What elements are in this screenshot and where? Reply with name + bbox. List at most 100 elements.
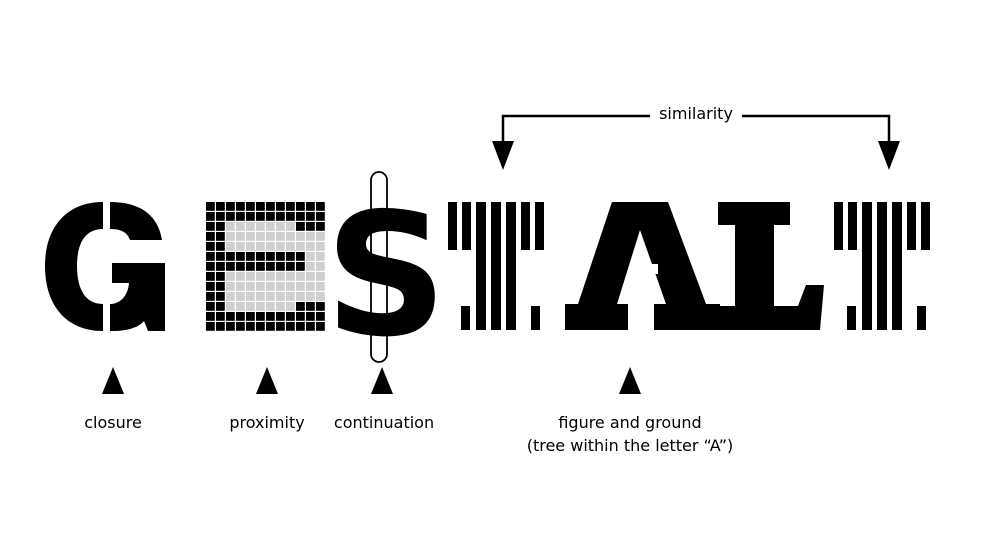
grid-cell bbox=[306, 252, 315, 261]
grid-cell bbox=[256, 212, 265, 221]
grid-cell bbox=[206, 282, 215, 291]
grid-cell bbox=[316, 232, 325, 241]
grid-cell bbox=[296, 212, 305, 221]
grid-cell bbox=[226, 202, 235, 211]
letter-t-left-similarity bbox=[448, 202, 544, 330]
grid-cell bbox=[316, 212, 325, 221]
grid-cell bbox=[286, 242, 295, 251]
letter-a-figure-ground bbox=[565, 202, 720, 330]
grid-cell bbox=[246, 252, 255, 261]
grid-cell bbox=[216, 272, 225, 281]
grid-cell bbox=[266, 252, 275, 261]
grid-cell bbox=[246, 232, 255, 241]
grid-cell bbox=[216, 202, 225, 211]
grid-cell bbox=[236, 262, 245, 271]
grid-cell bbox=[276, 282, 285, 291]
closure-pointer-icon bbox=[102, 367, 124, 394]
similarity-arrow-left-icon bbox=[492, 141, 514, 170]
grid-cell bbox=[286, 292, 295, 301]
grid-cell bbox=[276, 212, 285, 221]
grid-cell bbox=[206, 242, 215, 251]
grid-cell bbox=[316, 312, 325, 321]
grid-cell bbox=[206, 292, 215, 301]
letter-s-continuation: S bbox=[325, 171, 447, 375]
continuation-label: continuation bbox=[333, 413, 435, 432]
grid-cell bbox=[306, 312, 315, 321]
grid-cell bbox=[256, 222, 265, 231]
grid-cell bbox=[246, 212, 255, 221]
grid-cell bbox=[276, 252, 285, 261]
grid-cell bbox=[276, 312, 285, 321]
grid-cell bbox=[276, 222, 285, 231]
grid-cell bbox=[256, 282, 265, 291]
grid-cell bbox=[256, 322, 265, 331]
grid-cell bbox=[286, 302, 295, 311]
grid-cell bbox=[216, 312, 225, 321]
grid-cell bbox=[296, 252, 305, 261]
grid-cell bbox=[306, 212, 315, 221]
grid-cell bbox=[296, 202, 305, 211]
grid-cell bbox=[256, 252, 265, 261]
grid-cell bbox=[266, 202, 275, 211]
grid-cell bbox=[236, 322, 245, 331]
grid-cell bbox=[226, 322, 235, 331]
grid-cell bbox=[246, 222, 255, 231]
grid-cell bbox=[216, 252, 225, 261]
grid-cell bbox=[206, 252, 215, 261]
grid-cell bbox=[296, 222, 305, 231]
grid-cell bbox=[306, 232, 315, 241]
grid-cell bbox=[206, 222, 215, 231]
grid-cell bbox=[276, 202, 285, 211]
grid-cell bbox=[286, 232, 295, 241]
similarity-arrow-right-icon bbox=[878, 141, 900, 170]
grid-cell bbox=[216, 282, 225, 291]
grid-cell bbox=[226, 222, 235, 231]
grid-cell bbox=[286, 262, 295, 271]
grid-cell bbox=[286, 222, 295, 231]
grid-cell bbox=[296, 242, 305, 251]
grid-cell bbox=[216, 302, 225, 311]
grid-cell bbox=[306, 202, 315, 211]
grid-cell bbox=[316, 282, 325, 291]
grid-cell bbox=[316, 292, 325, 301]
grid-cell bbox=[316, 262, 325, 271]
grid-cell bbox=[236, 292, 245, 301]
grid-cell bbox=[276, 272, 285, 281]
grid-cell bbox=[246, 242, 255, 251]
grid-cell bbox=[306, 292, 315, 301]
grid-cell bbox=[306, 222, 315, 231]
grid-cell bbox=[216, 322, 225, 331]
grid-cell bbox=[306, 262, 315, 271]
grid-cell bbox=[316, 202, 325, 211]
similarity-bracket-left bbox=[501, 114, 650, 142]
grid-cell bbox=[296, 312, 305, 321]
grid-cell bbox=[316, 302, 325, 311]
grid-cell bbox=[206, 262, 215, 271]
proximity-pointer-icon bbox=[256, 367, 278, 394]
grid-cell bbox=[226, 252, 235, 261]
closure-label: closure bbox=[84, 413, 142, 432]
proximity-label: proximity bbox=[229, 413, 305, 432]
grid-cell bbox=[286, 282, 295, 291]
grid-cell bbox=[316, 252, 325, 261]
continuation-capsule bbox=[370, 171, 388, 363]
grid-cell bbox=[286, 312, 295, 321]
grid-cell bbox=[266, 302, 275, 311]
grid-cell bbox=[286, 322, 295, 331]
grid-cell bbox=[246, 312, 255, 321]
grid-cell bbox=[226, 302, 235, 311]
grid-cell bbox=[206, 272, 215, 281]
grid-cell bbox=[256, 232, 265, 241]
grid-cell bbox=[266, 242, 275, 251]
figure-ground-pointer-icon bbox=[619, 367, 641, 394]
grid-cell bbox=[246, 202, 255, 211]
grid-cell bbox=[206, 312, 215, 321]
grid-cell bbox=[246, 302, 255, 311]
grid-cell bbox=[246, 282, 255, 291]
grid-cell bbox=[236, 222, 245, 231]
grid-cell bbox=[216, 262, 225, 271]
grid-cell bbox=[226, 272, 235, 281]
grid-cell bbox=[236, 302, 245, 311]
grid-cell bbox=[226, 312, 235, 321]
